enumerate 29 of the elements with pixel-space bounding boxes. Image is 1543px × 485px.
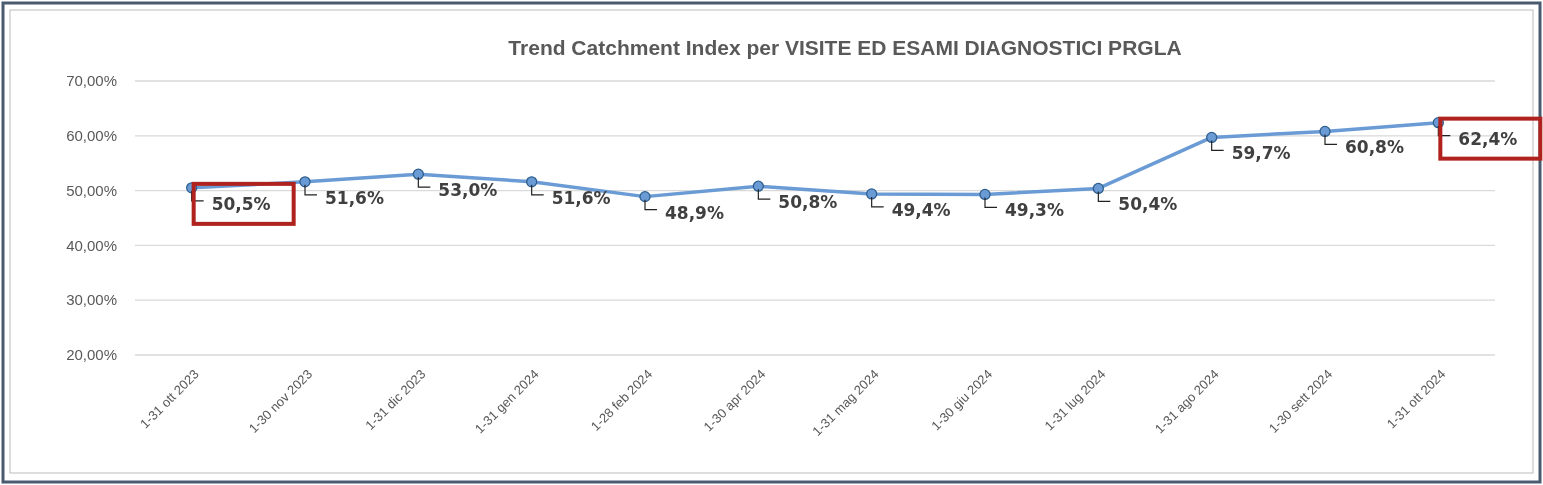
y-tick-label: 70,00% <box>66 72 117 90</box>
data-label: 49,4% <box>891 199 951 220</box>
point <box>1092 182 1104 195</box>
y-tick-label: 60,00% <box>66 127 117 145</box>
point <box>412 168 424 180</box>
y-tick-label: 30,00% <box>66 291 117 309</box>
data-label: 48,9% <box>665 202 724 223</box>
data-label: 49,3% <box>1005 200 1064 221</box>
data-label: 50,8% <box>778 192 838 213</box>
point <box>299 176 311 188</box>
point <box>1319 125 1331 138</box>
data-label: 62,4% <box>1458 128 1518 149</box>
point <box>752 180 764 192</box>
data-label: 51,6% <box>325 187 384 208</box>
data-label: 53,0% <box>438 180 498 201</box>
y-tick-label: 20,00% <box>66 346 117 364</box>
y-tick-label: 40,00% <box>66 236 117 254</box>
point <box>866 188 878 200</box>
data-label: 50,5% <box>211 193 271 214</box>
y-tick-label: 50,00% <box>66 181 117 199</box>
point <box>1206 131 1218 144</box>
data-label: 59,7% <box>1231 143 1291 164</box>
data-label: 50,4% <box>1118 194 1178 215</box>
point <box>979 188 991 201</box>
data-label: 60,8% <box>1345 137 1404 158</box>
data-label: 51,6% <box>551 187 611 208</box>
chart-title: Trend Catchment Index per VISITE ED ESAMI DIAGNOSTICI PRGLA <box>508 36 1182 59</box>
point <box>639 190 651 203</box>
point <box>526 176 538 188</box>
